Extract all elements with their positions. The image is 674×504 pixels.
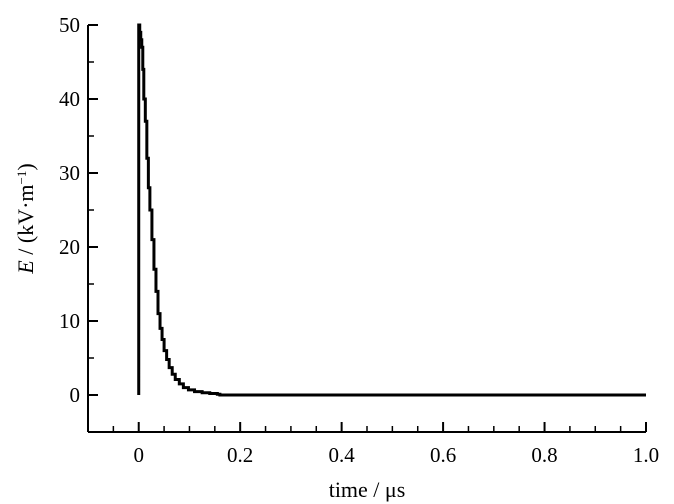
y-axis-unit: / (kV·m [13, 184, 38, 260]
y-tick-label: 0 [70, 383, 81, 407]
y-tick-label: 30 [59, 161, 80, 185]
x-axis-title: time / μs [329, 477, 406, 502]
x-tick-label: 0.8 [531, 443, 557, 467]
x-tick-label: 0.2 [227, 443, 253, 467]
x-tick-label: 0.6 [430, 443, 456, 467]
y-tick-label: 40 [59, 87, 80, 111]
x-tick-label: 0.4 [329, 443, 356, 467]
y-axis-unit-superscript: −1 [14, 171, 29, 185]
y-tick-label: 10 [59, 309, 80, 333]
y-tick-label: 20 [59, 235, 80, 259]
axis-ticks: 0 10 20 30 40 50 0 0.2 0.4 0.6 0.8 1.0 [59, 13, 659, 467]
x-tick-label: 0 [133, 443, 144, 467]
x-tick-label: 1.0 [633, 443, 659, 467]
series-layer [137, 23, 646, 397]
y-axis-unit-close: ) [13, 163, 38, 170]
y-axis-title: E / (kV·m−1) [13, 163, 38, 274]
series-line [137, 23, 646, 397]
y-axis-variable: E [13, 260, 38, 275]
y-tick-label: 50 [59, 13, 80, 37]
